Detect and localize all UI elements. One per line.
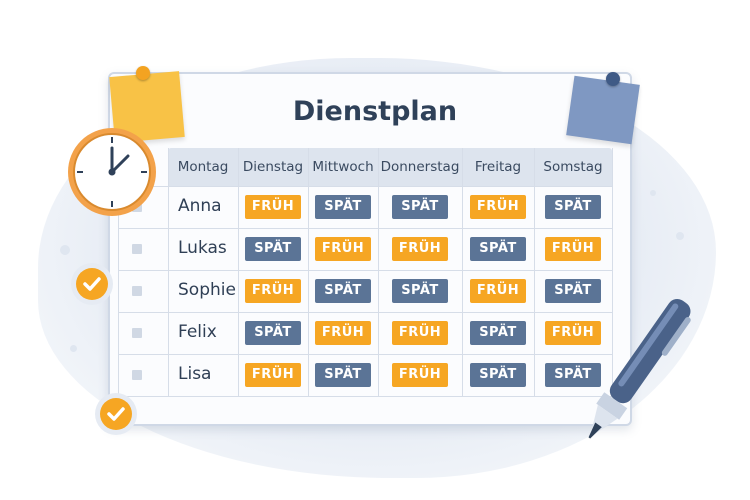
decor-dot xyxy=(70,345,77,352)
shift-badge-spaet[interactable]: SPÄT xyxy=(315,363,371,387)
grid-line xyxy=(118,354,612,355)
column-header-dienstag: Dienstag xyxy=(238,148,309,186)
pin-icon xyxy=(136,66,150,80)
clock-icon xyxy=(68,128,156,216)
shift-badge-spaet[interactable]: SPÄT xyxy=(315,195,371,219)
grid-line xyxy=(378,148,379,396)
column-header-donnerstag: Donnerstag xyxy=(378,148,463,186)
grid-line xyxy=(118,148,119,396)
row-checkbox[interactable] xyxy=(132,286,142,296)
check-circle-icon xyxy=(100,398,132,430)
grid-line xyxy=(238,148,239,396)
pen-icon xyxy=(588,298,691,439)
shift-badge-spaet[interactable]: SPÄT xyxy=(392,279,448,303)
pin-icon xyxy=(606,72,620,86)
shift-badge-frueh[interactable]: FRÜH xyxy=(392,321,448,345)
shift-badge-spaet[interactable]: SPÄT xyxy=(245,237,301,261)
decor-dot xyxy=(60,245,70,255)
shift-badge-frueh[interactable]: FRÜH xyxy=(545,321,601,345)
grid-line xyxy=(118,186,612,187)
shift-badge-frueh[interactable]: FRÜH xyxy=(392,237,448,261)
grid-line xyxy=(462,148,463,396)
shift-badge-spaet[interactable]: SPÄT xyxy=(470,363,526,387)
shift-badge-spaet[interactable]: SPÄT xyxy=(315,279,371,303)
decor-dot xyxy=(650,190,656,196)
employee-name: Lukas xyxy=(178,238,227,258)
grid-line xyxy=(118,270,612,271)
shift-badge-frueh[interactable]: FRÜH xyxy=(245,195,301,219)
grid-line xyxy=(308,148,309,396)
row-checkbox[interactable] xyxy=(132,244,142,254)
employee-name: Sophie xyxy=(178,280,236,300)
shift-badge-spaet[interactable]: SPÄT xyxy=(545,279,601,303)
check-circle-icon xyxy=(76,268,108,300)
employee-name: Anna xyxy=(178,196,222,216)
row-checkbox[interactable] xyxy=(132,370,142,380)
grid-line xyxy=(118,228,612,229)
shift-badge-frueh[interactable]: FRÜH xyxy=(245,363,301,387)
shift-badge-spaet[interactable]: SPÄT xyxy=(545,195,601,219)
employee-name: Lisa xyxy=(178,364,212,384)
row-checkbox[interactable] xyxy=(132,328,142,338)
grid-line xyxy=(612,148,613,396)
column-header-montag: Montag xyxy=(168,148,239,186)
grid-line xyxy=(534,148,535,396)
shift-badge-spaet[interactable]: SPÄT xyxy=(545,363,601,387)
column-header-somstag: Somstag xyxy=(543,159,603,175)
shift-badge-frueh[interactable]: FRÜH xyxy=(545,237,601,261)
shift-badge-spaet[interactable]: SPÄT xyxy=(392,195,448,219)
grid-line xyxy=(118,396,612,397)
grid-line xyxy=(118,312,612,313)
shift-badge-spaet[interactable]: SPÄT xyxy=(470,237,526,261)
shift-badge-frueh[interactable]: FRÜH xyxy=(392,363,448,387)
shift-badge-frueh[interactable]: FRÜH xyxy=(470,279,526,303)
column-header-freitag: Freitag xyxy=(462,148,535,186)
decor-dot xyxy=(676,232,684,240)
employee-name: Felix xyxy=(178,322,217,342)
header-row xyxy=(168,148,612,186)
column-header-mittwoch: Mittwoch xyxy=(308,148,379,186)
shift-badge-frueh[interactable]: FRÜH xyxy=(315,237,371,261)
shift-badge-spaet[interactable]: SPÄT xyxy=(245,321,301,345)
page-title: Dienstplan xyxy=(292,96,458,127)
shift-badge-frueh[interactable]: FRÜH xyxy=(470,195,526,219)
shift-badge-frueh[interactable]: FRÜH xyxy=(245,279,301,303)
grid-line xyxy=(168,148,169,396)
shift-badge-spaet[interactable]: SPÄT xyxy=(470,321,526,345)
shift-badge-frueh[interactable]: FRÜH xyxy=(315,321,371,345)
